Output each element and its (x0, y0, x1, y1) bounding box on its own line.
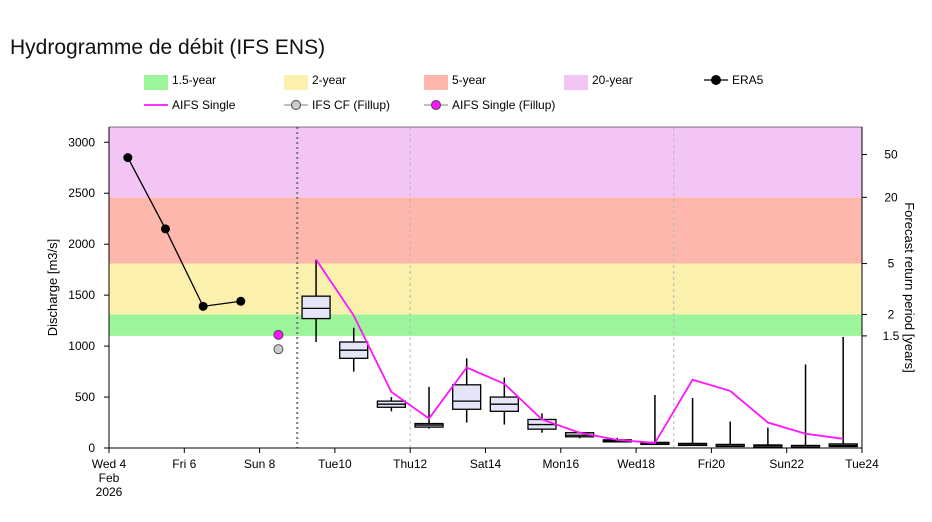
return-period-label: 1.5 (883, 329, 900, 343)
legend-label-aifs-fillup: AIFS Single (Fillup) (452, 98, 555, 112)
x-tick-label: Sun22 (769, 457, 804, 471)
ensemble-boxplots (301, 259, 858, 449)
y-tick-label: 500 (75, 390, 95, 404)
band-5-year (109, 197, 862, 264)
x-tick-label: Fri 6 (172, 457, 196, 471)
return-period-label: 2 (888, 308, 895, 322)
y-tick-label: 1500 (68, 288, 95, 302)
x-tick-sublabel: 2026 (96, 485, 123, 499)
legend-marker-aifs-fillup (431, 100, 441, 110)
y-tick-label: 3000 (68, 135, 95, 149)
band-2-year (109, 263, 862, 315)
aifs-single-line (315, 258, 844, 444)
series-lines (123, 153, 844, 444)
y-tick-label: 0 (88, 441, 95, 455)
ensemble-box (301, 295, 331, 320)
legend-marker-era5 (711, 75, 721, 85)
return-period-label: 5 (888, 257, 895, 271)
x-tick-sublabel: Feb (99, 471, 120, 485)
band-20-year (109, 127, 862, 198)
legend-item-2-year: 2-year (284, 73, 346, 90)
x-tick-label: Fri20 (698, 457, 726, 471)
legend-label-aifs: AIFS Single (172, 98, 236, 112)
x-tick-label: Sat14 (470, 457, 502, 471)
return-period-label: 50 (884, 148, 898, 162)
era5-point (160, 224, 170, 234)
legend-label-20-year: 20-year (592, 73, 633, 87)
legend-swatch-20-year (564, 75, 588, 90)
return-period-label: 20 (884, 190, 898, 204)
x-tick-label: Mon16 (542, 457, 579, 471)
x-tick-label: Thu12 (393, 457, 427, 471)
band-1.5-year (109, 314, 862, 336)
legend-label-era5: ERA5 (732, 73, 764, 87)
legend-label-1.5-year: 1.5-year (172, 73, 216, 87)
y-axis-right-title: Forecast return period [years] (902, 202, 917, 373)
legend-item-20-year: 20-year (564, 73, 633, 90)
x-tick-label: Sun 8 (244, 457, 276, 471)
legend-item-aifs: AIFS Single (144, 98, 236, 112)
ifs-cf-fillup-point (273, 344, 284, 355)
aifs-fillup-point (273, 329, 284, 340)
y-axis-title: Discharge [m3/s] (45, 239, 60, 337)
legend-item-era5: ERA5 (704, 73, 764, 87)
x-tick-label: Tue10 (318, 457, 352, 471)
x-tick-label: Tue24 (845, 457, 879, 471)
chart-title: Hydrogramme de débit (IFS ENS) (10, 36, 326, 59)
ensemble-box (452, 384, 482, 410)
x-tick-label: Wed 4 (92, 457, 127, 471)
x-tick-label: Wed18 (617, 457, 655, 471)
axes: 0 500 1000 1500 2000 2500 3000 50 20 5 2 1.5 Wed 4Fe… (45, 126, 917, 499)
era5-point (236, 296, 246, 306)
legend-swatch-1.5-year (144, 75, 168, 90)
vertical-guides (296, 127, 675, 448)
legend-label-2-year: 2-year (312, 73, 346, 87)
y-tick-label: 2000 (68, 237, 95, 251)
legend-item-ifs-cf: IFS CF (Fillup) (284, 98, 390, 112)
era5-point (198, 301, 208, 311)
threshold-bands (109, 127, 862, 336)
legend-item-aifs-fillup: AIFS Single (Fillup) (424, 98, 555, 112)
legend-swatch-2-year (284, 75, 308, 90)
legend-swatch-5-year (424, 75, 448, 90)
y-tick-label: 2500 (68, 186, 95, 200)
legend-item-1.5-year: 1.5-year (144, 73, 216, 90)
era5-point (123, 153, 133, 163)
legend: 1.5-year 2-year 5-year 20-year ERA5 AIFS Sing… (144, 73, 764, 112)
legend-item-5-year: 5-year (424, 73, 486, 90)
legend-label-ifs-cf: IFS CF (Fillup) (312, 98, 390, 112)
legend-marker-ifs-cf (291, 100, 301, 110)
legend-label-5-year: 5-year (452, 73, 486, 87)
y-tick-label: 1000 (68, 339, 95, 353)
era5-line (127, 157, 241, 308)
